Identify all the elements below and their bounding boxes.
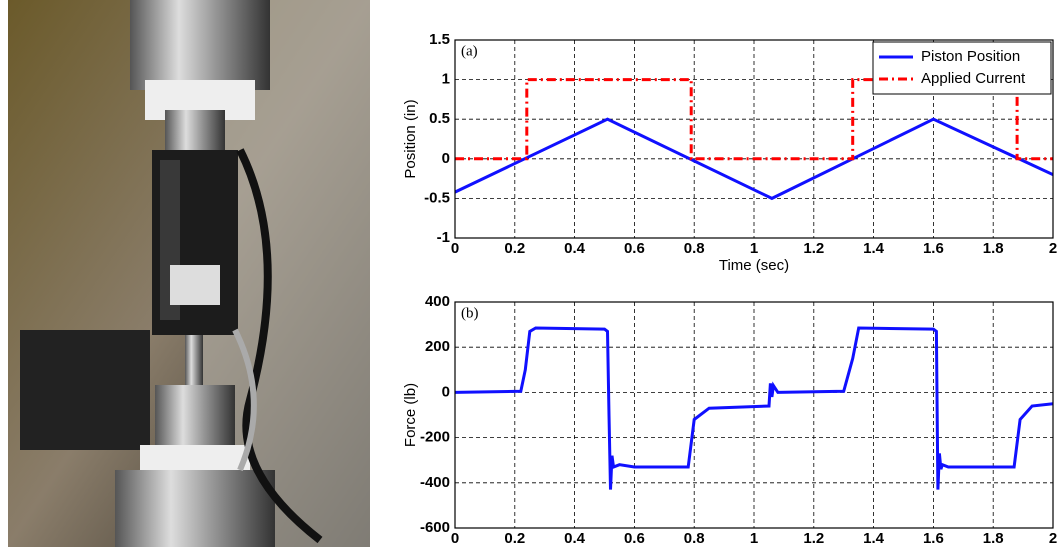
- y-axis-label: Force (lb): [402, 383, 419, 447]
- x-tick-label: 0.4: [564, 240, 586, 257]
- x-tick-label: 0.2: [504, 530, 525, 547]
- x-axis-label: Time (sec): [719, 257, 789, 274]
- x-tick-label: 2: [1049, 530, 1057, 547]
- x-tick-label: 0: [451, 240, 459, 257]
- y-tick-label: 0: [442, 383, 450, 400]
- x-tick-label: 1.4: [863, 530, 885, 547]
- y-tick-label: 0: [442, 150, 450, 167]
- x-tick-label: 0.8: [684, 530, 705, 547]
- x-tick-label: 1.4: [863, 240, 885, 257]
- x-tick-label: 0: [451, 530, 459, 547]
- annotation: (a): [461, 43, 478, 59]
- y-tick-label: 0.5: [429, 110, 450, 127]
- y-axis-label: Position (in): [402, 99, 419, 178]
- x-tick-label: 1: [750, 530, 758, 547]
- y-tick-label: 1.5: [429, 31, 450, 48]
- x-tick-label: 1.6: [923, 240, 944, 257]
- x-tick-label: 1.8: [983, 240, 1004, 257]
- y-tick-label: -0.5: [424, 189, 450, 206]
- y-tick-label: 200: [425, 338, 450, 355]
- annotation: (b): [461, 305, 479, 321]
- legend-label: Applied Current: [921, 70, 1026, 87]
- x-tick-label: 1.2: [803, 530, 824, 547]
- y-tick-label: -1: [437, 229, 450, 246]
- x-tick-label: 2: [1049, 240, 1057, 257]
- x-tick-label: 1.2: [803, 240, 824, 257]
- legend-label: Piston Position: [921, 48, 1020, 65]
- x-tick-label: 1.8: [983, 530, 1004, 547]
- x-tick-label: 1: [750, 240, 758, 257]
- x-tick-label: 1.6: [923, 530, 944, 547]
- x-tick-label: 0.4: [564, 530, 586, 547]
- x-tick-label: 0.8: [684, 240, 705, 257]
- photo: [8, 0, 370, 547]
- x-tick-label: 0.2: [504, 240, 525, 257]
- y-tick-label: -600: [420, 519, 450, 536]
- y-tick-label: -400: [420, 474, 450, 491]
- y-tick-label: 1: [442, 71, 450, 88]
- x-tick-label: 0.6: [624, 240, 645, 257]
- x-tick-label: 0.6: [624, 530, 645, 547]
- y-tick-label: 400: [425, 293, 450, 310]
- y-tick-label: -200: [420, 429, 450, 446]
